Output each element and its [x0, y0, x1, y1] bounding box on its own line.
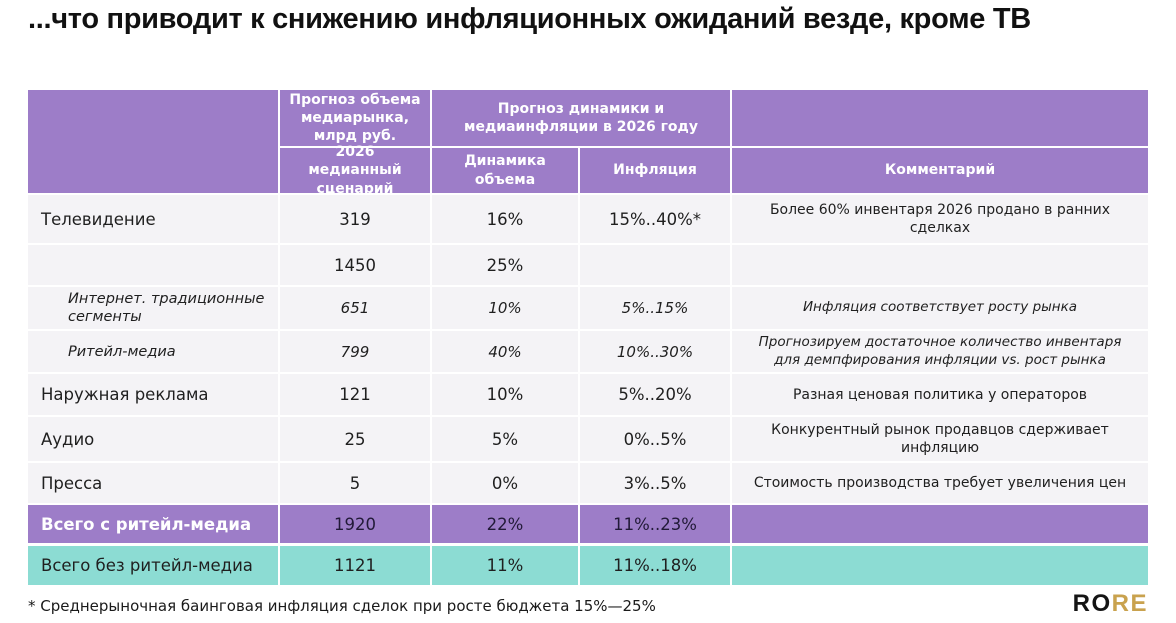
row-volume: 799	[280, 331, 430, 373]
table-row-press: Пресса 5 0% 3%..5% Стоимость производств…	[28, 463, 1148, 504]
logo-part-black: RO	[1072, 590, 1112, 617]
row-label: Всего с ритейл-медиа	[28, 505, 278, 544]
header-inflation-sub: Инфляция	[580, 148, 730, 193]
row-label: Аудио	[28, 417, 278, 462]
row-inflation: 5%..15%	[580, 287, 730, 330]
header-volume-group: Прогноз объема медиарынка, млрд руб.	[280, 90, 430, 146]
table-row-internet-total: 1450 25%	[28, 245, 1148, 285]
row-dynamics: 10%	[432, 287, 578, 330]
row-dynamics: 11%	[432, 546, 578, 586]
row-label	[28, 245, 278, 285]
header-corner-cell	[28, 90, 278, 193]
table-row-tv: Телевидение 319 16% 15%..40%* Более 60% …	[28, 195, 1148, 243]
row-volume: 121	[280, 374, 430, 416]
row-label: Ритейл-медиа	[28, 331, 278, 373]
table-row-total-with-retail: Всего с ритейл-медиа 1920 22% 11%..23%	[28, 505, 1148, 544]
row-dynamics: 16%	[432, 195, 578, 243]
table-row-internet-traditional: Интернет. традиционные сегменты 651 10% …	[28, 287, 1148, 330]
header-dynamics-sub: Динамика объема	[432, 148, 578, 193]
rore-logo: RORE	[1073, 590, 1148, 618]
media-forecast-table: Прогноз объема медиарынка, млрд руб. Про…	[28, 90, 1148, 588]
row-inflation: 5%..20%	[580, 374, 730, 416]
row-dynamics: 10%	[432, 374, 578, 416]
header-dynamics-group: Прогноз динамики и медиаинфляции в 2026 …	[432, 90, 730, 146]
row-comment	[732, 546, 1148, 586]
row-inflation: 0%..5%	[580, 417, 730, 462]
header-volume-sub: 2026 медианный сценарий	[280, 144, 430, 197]
row-comment: Более 60% инвентаря 2026 продано в ранни…	[732, 195, 1148, 243]
table-row-audio: Аудио 25 5% 0%..5% Конкурентный рынок пр…	[28, 417, 1148, 462]
row-inflation: 15%..40%*	[580, 195, 730, 243]
page-title: ...что приводит к снижению инфляционных …	[28, 3, 1031, 35]
row-volume: 1121	[280, 546, 430, 586]
row-comment: Стоимость производства требует увеличени…	[732, 463, 1148, 504]
row-dynamics: 5%	[432, 417, 578, 462]
row-inflation	[580, 245, 730, 285]
row-volume: 1920	[280, 505, 430, 544]
row-label: Телевидение	[28, 195, 278, 243]
row-comment: Разная ценовая политика у операторов	[732, 374, 1148, 416]
row-dynamics: 0%	[432, 463, 578, 504]
row-dynamics: 25%	[432, 245, 578, 285]
row-label: Всего без ритейл-медиа	[28, 546, 278, 586]
row-comment: Конкурентный рынок продавцов сдерживает …	[732, 417, 1148, 462]
row-volume: 5	[280, 463, 430, 504]
row-comment: Инфляция соответствует росту рынка	[732, 287, 1148, 330]
row-inflation: 10%..30%	[580, 331, 730, 373]
table-row-outdoor: Наружная реклама 121 10% 5%..20% Разная …	[28, 374, 1148, 416]
row-inflation: 3%..5%	[580, 463, 730, 504]
row-dynamics: 40%	[432, 331, 578, 373]
table-row-total-without-retail: Всего без ритейл-медиа 1121 11% 11%..18%	[28, 546, 1148, 586]
header-comment: Комментарий	[732, 148, 1148, 193]
row-volume: 319	[280, 195, 430, 243]
row-label: Интернет. традиционные сегменты	[28, 287, 278, 330]
row-inflation: 11%..23%	[580, 505, 730, 544]
logo-part-gold: RE	[1111, 590, 1148, 617]
row-label: Наружная реклама	[28, 374, 278, 416]
row-volume: 25	[280, 417, 430, 462]
row-inflation: 11%..18%	[580, 546, 730, 586]
row-volume: 651	[280, 287, 430, 330]
row-label: Пресса	[28, 463, 278, 504]
footnote: * Среднерыночная баинговая инфляция сдел…	[28, 597, 656, 615]
row-comment	[732, 505, 1148, 544]
row-comment	[732, 245, 1148, 285]
row-dynamics: 22%	[432, 505, 578, 544]
row-comment: Прогнозируем достаточное количество инве…	[732, 331, 1148, 373]
table-header: Прогноз объема медиарынка, млрд руб. Про…	[28, 90, 1148, 197]
header-comment-top-cell	[732, 90, 1148, 146]
table-row-retail-media: Ритейл-медиа 799 40% 10%..30% Прогнозиру…	[28, 331, 1148, 373]
row-volume: 1450	[280, 245, 430, 285]
